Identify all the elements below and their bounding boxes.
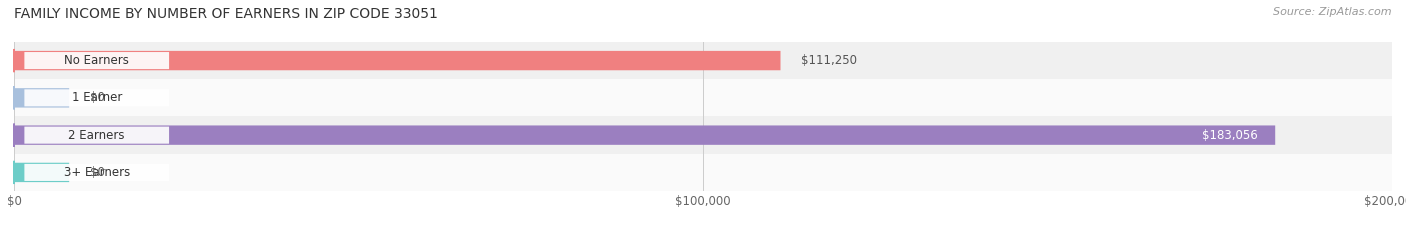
Text: $0: $0: [90, 91, 104, 104]
Text: No Earners: No Earners: [65, 54, 129, 67]
FancyBboxPatch shape: [14, 163, 69, 182]
Text: 3+ Earners: 3+ Earners: [63, 166, 129, 179]
Text: FAMILY INCOME BY NUMBER OF EARNERS IN ZIP CODE 33051: FAMILY INCOME BY NUMBER OF EARNERS IN ZI…: [14, 7, 437, 21]
FancyBboxPatch shape: [24, 127, 169, 144]
FancyBboxPatch shape: [24, 89, 169, 106]
Bar: [14, 116, 1392, 154]
Text: 2 Earners: 2 Earners: [69, 129, 125, 142]
Text: Source: ZipAtlas.com: Source: ZipAtlas.com: [1274, 7, 1392, 17]
Text: 1 Earner: 1 Earner: [72, 91, 122, 104]
FancyBboxPatch shape: [14, 88, 69, 108]
FancyBboxPatch shape: [24, 164, 169, 181]
Text: $111,250: $111,250: [801, 54, 858, 67]
Bar: [14, 42, 1392, 79]
Bar: [14, 79, 1392, 116]
Text: $0: $0: [90, 166, 104, 179]
Text: $183,056: $183,056: [1202, 129, 1258, 142]
FancyBboxPatch shape: [14, 51, 780, 70]
Bar: [14, 154, 1392, 191]
FancyBboxPatch shape: [24, 52, 169, 69]
FancyBboxPatch shape: [14, 125, 1275, 145]
